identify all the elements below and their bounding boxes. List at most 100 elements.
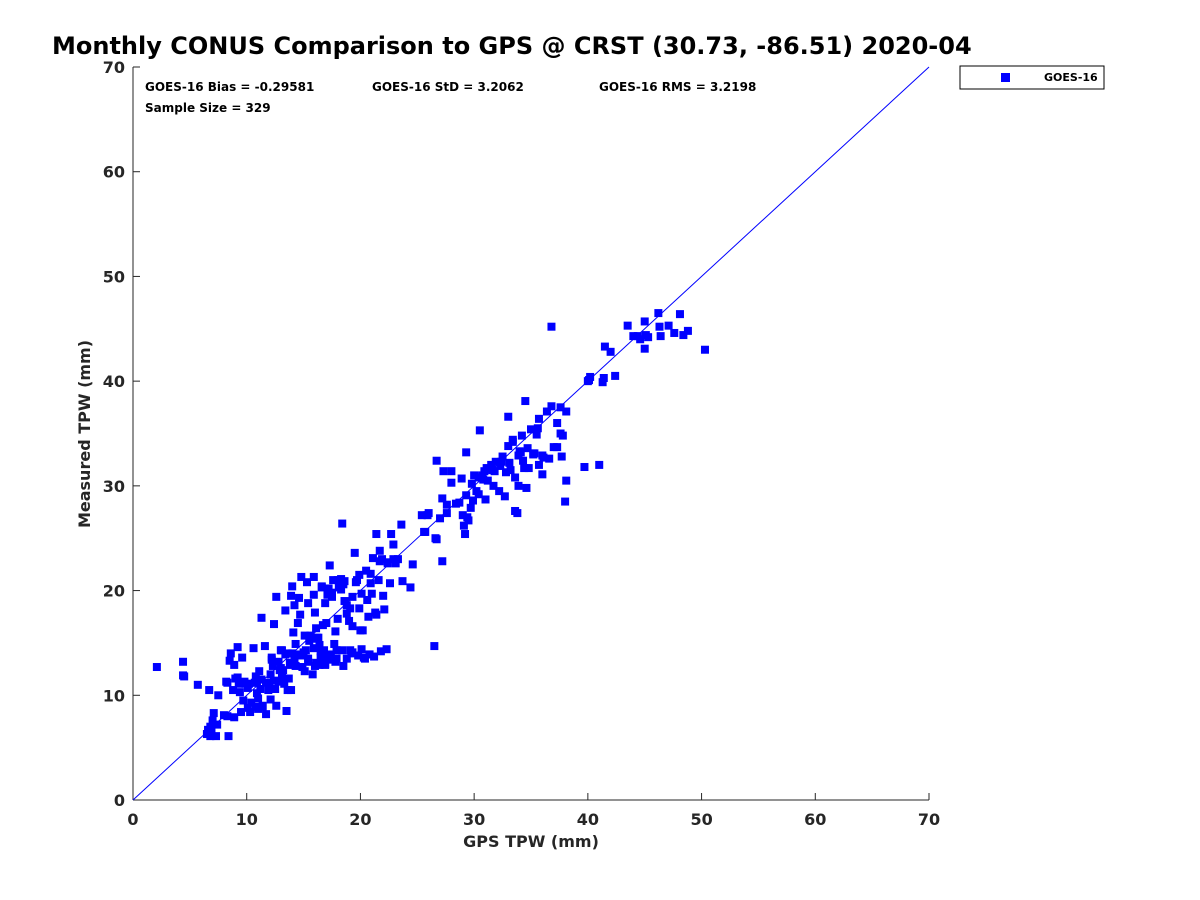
data-point — [556, 429, 565, 438]
data-point — [312, 658, 321, 667]
data-point — [152, 663, 161, 672]
data-point — [606, 347, 615, 356]
data-point — [398, 577, 407, 586]
data-point — [442, 500, 451, 509]
data-point — [297, 651, 306, 660]
data-point — [264, 686, 273, 695]
data-point — [479, 475, 488, 484]
data-point — [474, 490, 483, 499]
data-point — [371, 608, 380, 617]
data-point — [534, 460, 543, 469]
data-point — [583, 377, 592, 386]
data-point — [490, 467, 499, 476]
data-point — [636, 335, 645, 344]
data-point — [511, 473, 520, 482]
y-tick-label: 30 — [103, 477, 125, 496]
data-point — [355, 604, 364, 613]
data-point — [317, 583, 326, 592]
data-point — [302, 578, 311, 587]
stat-rms: GOES-16 RMS = 3.2198 — [599, 80, 756, 94]
data-point — [257, 613, 266, 622]
data-point — [508, 437, 517, 446]
data-point — [257, 675, 266, 684]
x-tick-label: 20 — [349, 810, 371, 829]
data-point — [239, 696, 248, 705]
data-point — [455, 498, 464, 507]
data-point — [267, 655, 276, 664]
data-point — [670, 328, 679, 337]
data-point — [432, 456, 441, 465]
data-point — [262, 678, 271, 687]
data-point — [500, 492, 509, 501]
legend: GOES-16 — [959, 65, 1105, 90]
data-point — [230, 713, 239, 722]
data-point — [383, 559, 392, 568]
data-point — [246, 708, 255, 717]
data-point — [532, 430, 541, 439]
data-point — [623, 321, 632, 330]
data-point — [270, 676, 279, 685]
data-point — [372, 530, 381, 539]
data-point — [517, 431, 526, 440]
data-point — [600, 342, 609, 351]
data-point — [297, 572, 306, 581]
data-point — [379, 591, 388, 600]
data-point — [561, 497, 570, 506]
legend-box — [959, 65, 1105, 90]
data-point — [360, 654, 369, 663]
data-point — [547, 322, 556, 331]
data-point — [375, 557, 384, 566]
data-point — [348, 622, 357, 631]
data-point — [406, 583, 415, 592]
data-point — [534, 414, 543, 423]
y-tick-label: 20 — [103, 582, 125, 601]
data-point — [421, 527, 430, 536]
data-point — [274, 657, 283, 666]
data-point — [539, 453, 548, 462]
data-point — [438, 494, 447, 503]
data-point — [387, 530, 396, 539]
data-point — [556, 403, 565, 412]
data-point — [230, 660, 239, 669]
data-point — [389, 540, 398, 549]
data-point — [208, 716, 217, 725]
data-point — [295, 593, 304, 602]
x-tick-label: 30 — [463, 810, 485, 829]
data-point — [656, 332, 665, 341]
data-point — [700, 345, 709, 354]
data-point — [244, 679, 253, 688]
data-point — [313, 633, 322, 642]
data-point — [542, 407, 551, 416]
data-point — [308, 634, 317, 643]
data-point — [234, 679, 243, 688]
data-point — [323, 590, 332, 599]
data-point — [354, 651, 363, 660]
data-point — [328, 592, 336, 601]
data-point — [382, 645, 391, 654]
data-point — [193, 680, 202, 689]
data-point — [345, 616, 354, 625]
data-point — [462, 448, 471, 457]
data-point — [432, 535, 441, 544]
data-point — [300, 667, 309, 676]
x-tick-label: 10 — [236, 810, 258, 829]
data-point — [640, 344, 649, 353]
data-point — [298, 663, 307, 672]
data-point — [511, 506, 520, 515]
data-point — [466, 503, 475, 512]
data-point — [498, 452, 507, 461]
data-point — [226, 649, 235, 658]
legend-marker-square-icon — [1001, 73, 1010, 82]
data-point — [391, 559, 400, 568]
data-point — [683, 326, 692, 335]
data-point — [254, 694, 263, 703]
data-point — [439, 467, 448, 476]
data-point — [284, 674, 293, 683]
data-point — [266, 670, 275, 679]
data-point — [224, 732, 233, 741]
data-point — [370, 652, 379, 661]
data-point — [481, 495, 490, 504]
data-point — [272, 592, 281, 601]
data-point — [331, 657, 340, 666]
x-tick-label: 40 — [577, 810, 599, 829]
